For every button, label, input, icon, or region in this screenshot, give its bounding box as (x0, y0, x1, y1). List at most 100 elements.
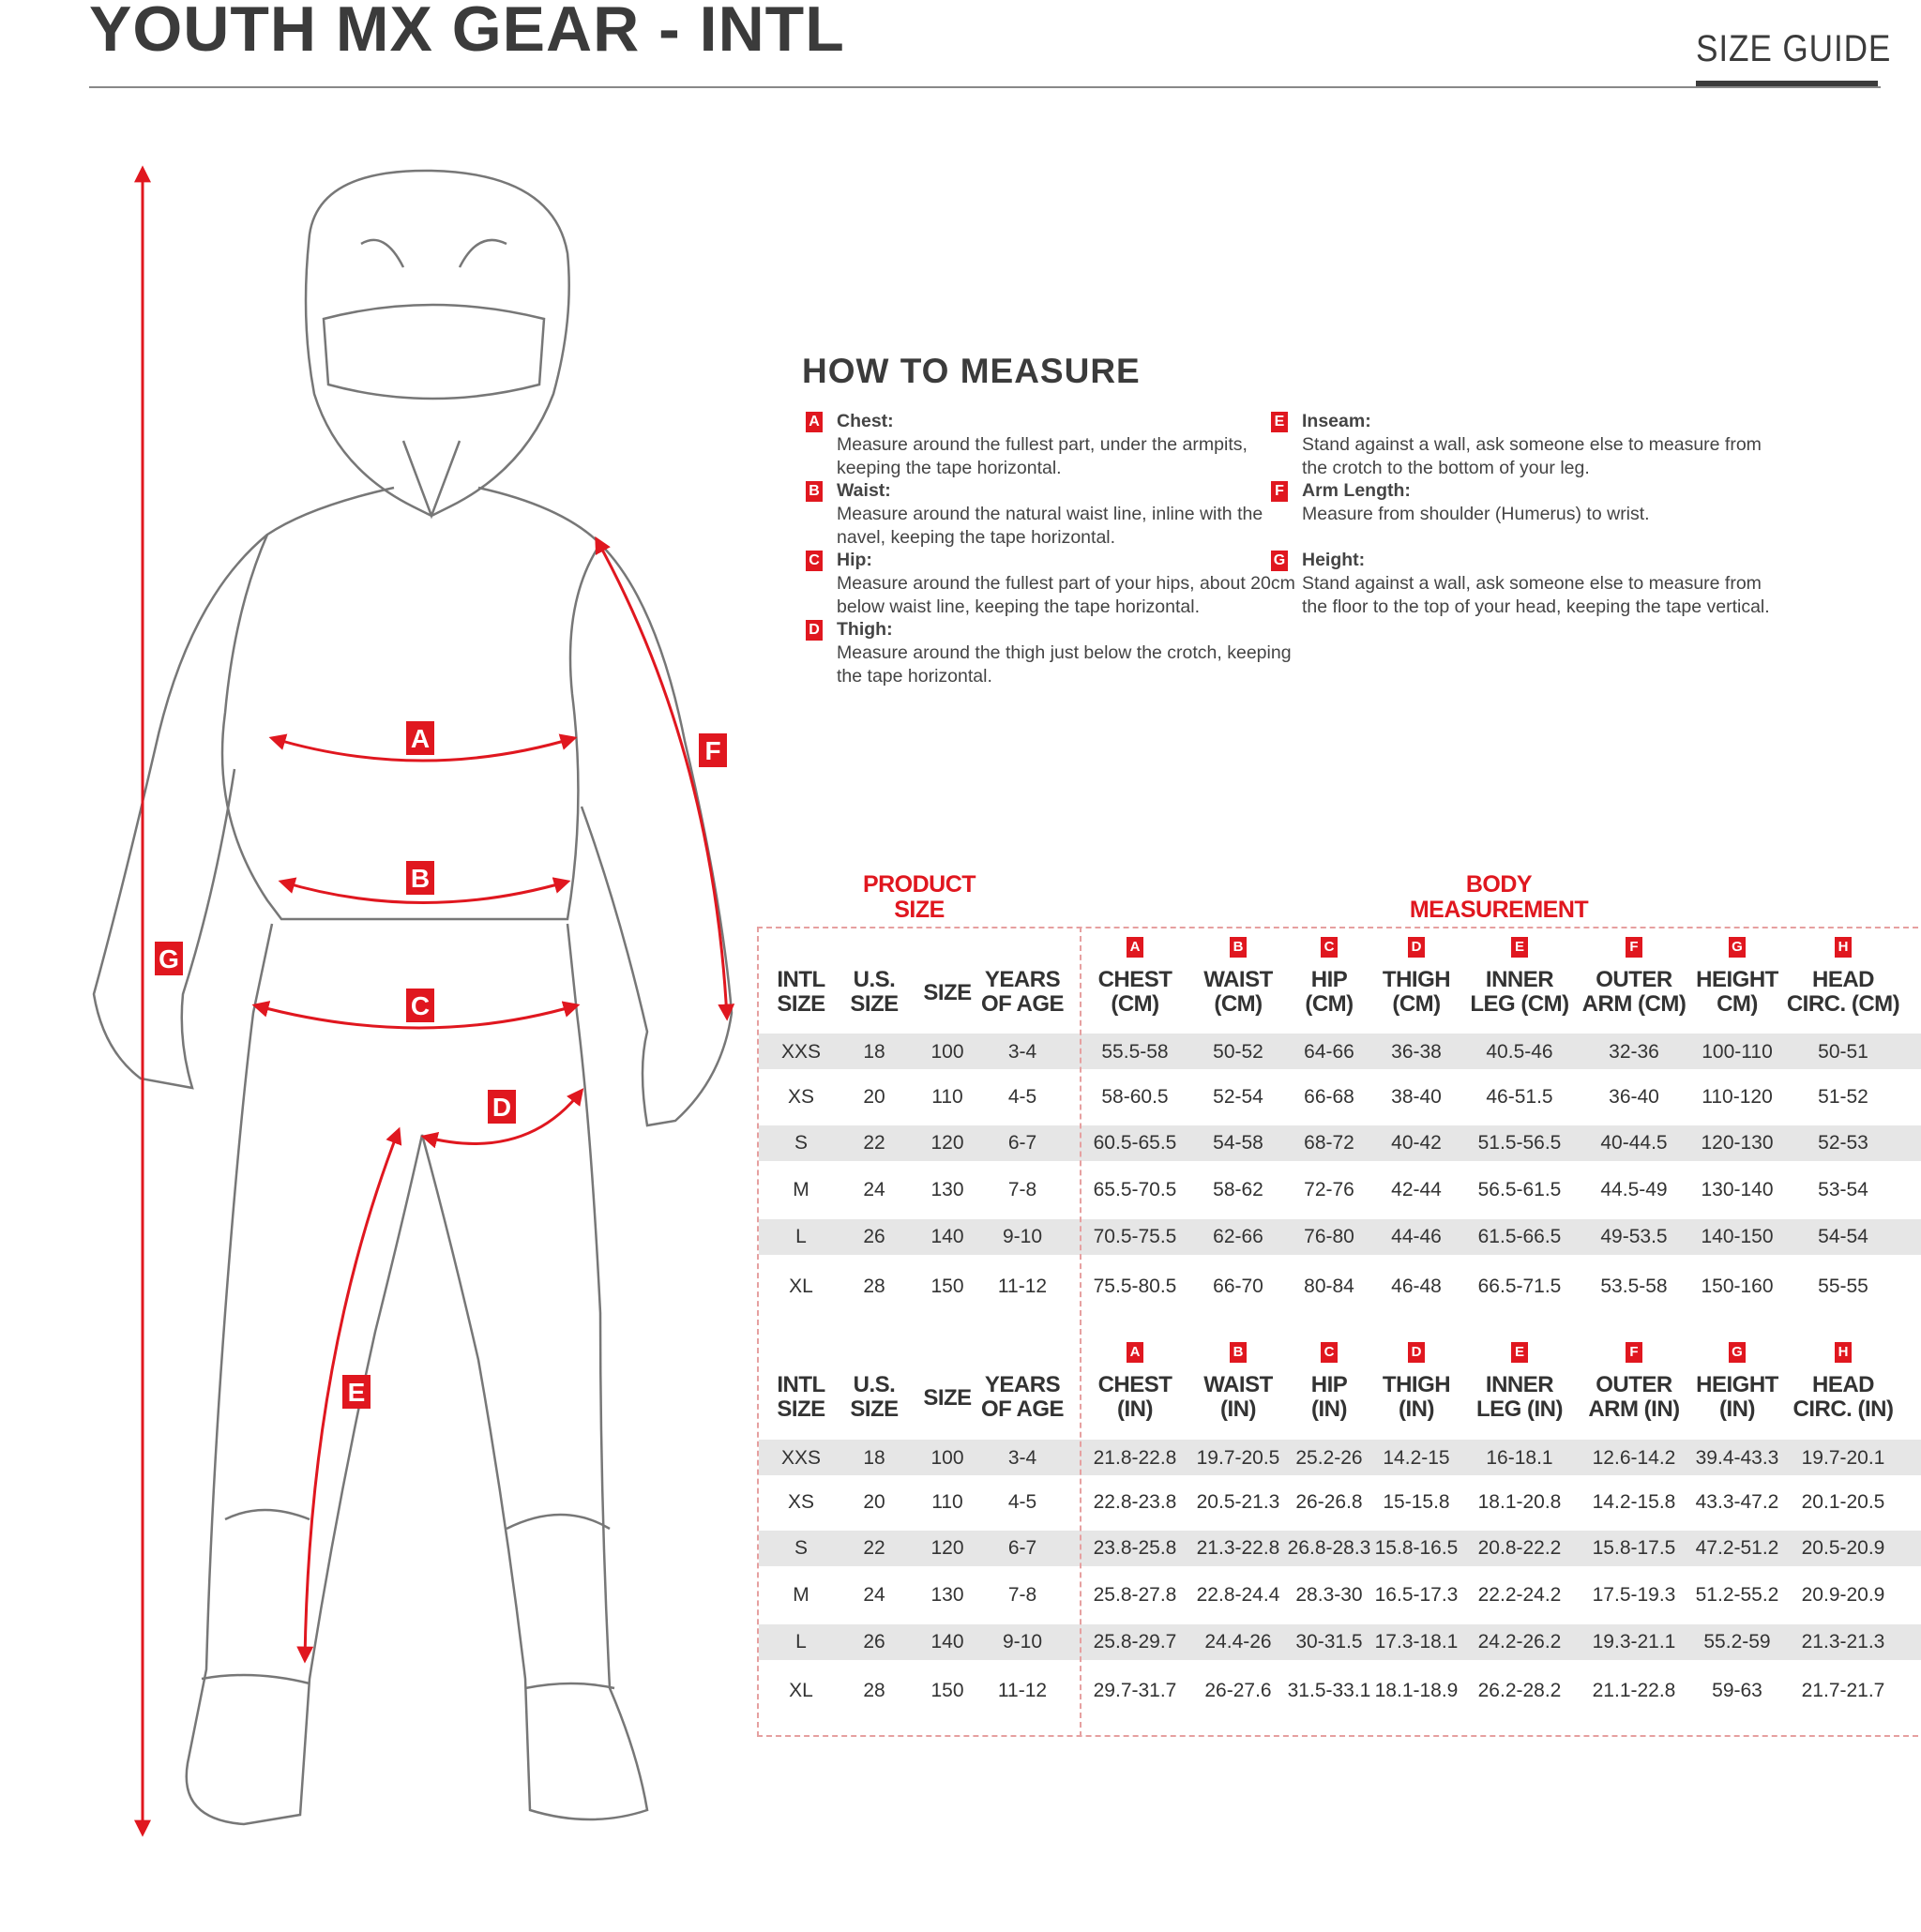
letter-badge: E (1271, 412, 1288, 432)
table-cell: 14.2-15.8 (1592, 1491, 1676, 1513)
table-cell: 40-42 (1391, 1132, 1442, 1154)
measure-label: Height: (1302, 550, 1366, 570)
column-header: HEIGHT CM) (1696, 967, 1778, 1017)
size-table-frame (757, 927, 1918, 1737)
table-cell: M (793, 1584, 809, 1606)
figure-label-b: B (406, 861, 434, 895)
table-cell: 44-46 (1391, 1226, 1442, 1247)
table-cell: 17.3-18.1 (1374, 1631, 1459, 1653)
table-cell: 80-84 (1304, 1275, 1354, 1297)
column-letter-badge: G (1729, 937, 1746, 958)
product-size-title: PRODUCT SIZE (862, 871, 976, 923)
table-cell: 110 (931, 1491, 963, 1513)
table-cell: 22.8-24.4 (1196, 1584, 1280, 1606)
table-cell: S (794, 1537, 809, 1559)
measure-description: Measure around the natural waist line, i… (837, 504, 1263, 548)
table-cell: 24 (863, 1584, 885, 1606)
table-cell: 25.8-27.8 (1093, 1584, 1177, 1606)
row-shade (759, 1440, 1921, 1475)
table-cell: 54-58 (1213, 1132, 1263, 1154)
measure-label: Inseam: (1302, 411, 1371, 431)
figure-label-d: D (488, 1090, 516, 1124)
letter-badge: C (806, 551, 823, 571)
table-cell: 21.3-22.8 (1196, 1537, 1280, 1559)
table-cell: M (793, 1179, 809, 1200)
table-cell: 55.5-58 (1101, 1041, 1169, 1063)
table-cell: 21.7-21.7 (1801, 1680, 1885, 1701)
table-cell: 12.6-14.2 (1592, 1447, 1676, 1469)
table-cell: 21.1-22.8 (1592, 1680, 1676, 1701)
table-cell: 15.8-17.5 (1592, 1537, 1676, 1559)
column-header: CHEST (CM) (1097, 967, 1172, 1017)
table-cell: XXS (780, 1041, 822, 1063)
table-cell: 43.3-47.2 (1695, 1491, 1779, 1513)
table-cell: 46-51.5 (1486, 1086, 1553, 1108)
table-cell: 4-5 (1007, 1491, 1037, 1513)
table-cell: 20.1-20.5 (1801, 1491, 1885, 1513)
table-cell: S (794, 1132, 809, 1154)
figure-label-c: C (406, 989, 434, 1022)
arm-length-arrow (595, 536, 735, 1021)
column-letter-badge: A (1127, 1342, 1143, 1363)
table-cell: 29.7-31.7 (1093, 1680, 1177, 1701)
table-cell: 42-44 (1391, 1179, 1442, 1200)
column-letter-badge: H (1835, 937, 1852, 958)
table-cell: 120 (930, 1132, 964, 1154)
measure-description: Measure around the thigh just below the … (837, 642, 1292, 687)
table-cell: 52-53 (1818, 1132, 1868, 1154)
table-cell: 55-55 (1818, 1275, 1868, 1297)
table-cell: 30-31.5 (1295, 1631, 1363, 1653)
measure-label: Thigh: (837, 619, 893, 640)
table-cell: 19.7-20.1 (1801, 1447, 1885, 1469)
column-header: OUTER ARM (CM) (1581, 967, 1687, 1017)
measure-label: Waist: (837, 480, 891, 501)
column-header: U.S. SIZE (850, 1372, 899, 1422)
svg-text:F: F (704, 736, 720, 765)
svg-text:A: A (411, 724, 430, 753)
measure-item-inseam: E Inseam: Stand against a wall, ask someon… (1271, 410, 1771, 480)
row-shade (759, 1125, 1921, 1161)
figure-label-g: G (155, 942, 183, 975)
table-cell: XS (787, 1491, 815, 1513)
table-cell: 40.5-46 (1486, 1041, 1553, 1063)
table-cell: 9-10 (1002, 1226, 1043, 1247)
table-cell: 11-12 (997, 1275, 1048, 1297)
measure-label: Hip: (837, 550, 872, 570)
measure-item-arm-length: F Arm Length: Measure from shoulder (Humer… (1271, 479, 1771, 526)
table-cell: 24.2-26.2 (1477, 1631, 1562, 1653)
table-cell: 3-4 (1007, 1447, 1037, 1469)
column-header: INNER LEG (CM) (1470, 967, 1569, 1017)
header-divider (89, 86, 1881, 88)
measure-label: Chest: (837, 411, 894, 431)
column-header: HIP (IN) (1310, 1372, 1348, 1422)
table-cell: 100-110 (1702, 1041, 1773, 1063)
column-header: HEAD CIRC. (CM) (1786, 967, 1900, 1017)
table-cell: 22 (863, 1537, 885, 1559)
table-cell: 28 (863, 1680, 885, 1701)
table-cell: 61.5-66.5 (1477, 1226, 1562, 1247)
column-letter-badge: F (1626, 1342, 1642, 1363)
measure-item-hip: C Hip: Measure around the fullest part of … (806, 549, 1306, 619)
table-cell: 18 (863, 1041, 885, 1063)
table-cell: 53-54 (1818, 1179, 1868, 1200)
table-cell: 100 (930, 1447, 964, 1469)
column-header: INNER LEG (IN) (1476, 1372, 1564, 1422)
table-cell: 11-12 (997, 1680, 1048, 1701)
table-cell: 15.8-16.5 (1374, 1537, 1459, 1559)
table-cell: 26.2-28.2 (1477, 1680, 1562, 1701)
table-cell: L (795, 1631, 807, 1653)
table-cell: 51.5-56.5 (1477, 1132, 1562, 1154)
table-cell: 110 (931, 1086, 963, 1108)
table-cell: 120 (930, 1537, 964, 1559)
measure-item-chest: A Chest: Measure around the fullest part, … (806, 410, 1306, 480)
table-cell: 52-54 (1213, 1086, 1263, 1108)
table-cell: 16.5-17.3 (1374, 1584, 1459, 1606)
table-cell: 23.8-25.8 (1093, 1537, 1177, 1559)
row-shade (759, 1034, 1921, 1069)
page-title: YOUTH MX GEAR - INTL (89, 0, 845, 65)
table-cell: XS (787, 1086, 815, 1108)
letter-badge: A (806, 412, 823, 432)
size-guide-underline (1696, 81, 1878, 86)
column-header: WAIST (IN) (1203, 1372, 1273, 1422)
column-header: HEAD CIRC. (IN) (1792, 1372, 1894, 1422)
